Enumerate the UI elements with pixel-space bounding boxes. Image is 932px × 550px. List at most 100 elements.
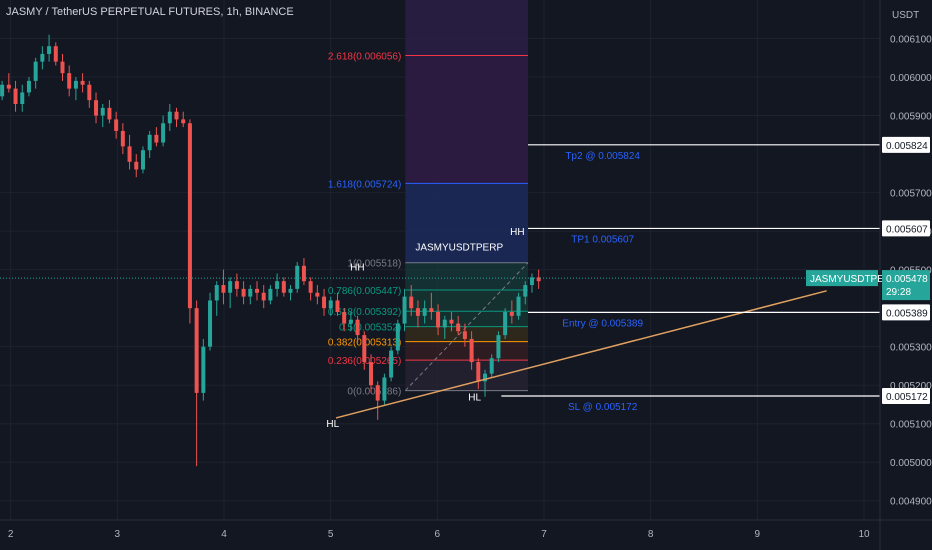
candle-body bbox=[33, 61, 38, 81]
symbol-tag bbox=[806, 270, 878, 287]
fib-box-label: JASMYUSDTPERP bbox=[415, 243, 503, 254]
candle-body bbox=[47, 46, 52, 54]
candle-body bbox=[409, 296, 414, 309]
candle-body bbox=[328, 300, 333, 309]
fib-level-label: 2.618(0.006056) bbox=[328, 51, 401, 62]
candle-body bbox=[134, 161, 139, 170]
candle-body bbox=[335, 300, 340, 312]
candle-body bbox=[181, 119, 186, 124]
x-tick-label: 5 bbox=[328, 529, 334, 540]
x-tick-label: 9 bbox=[755, 529, 761, 540]
swing-label: HL bbox=[326, 419, 339, 430]
y-tick-label: 0.005200 bbox=[890, 381, 932, 392]
time-axis-bg bbox=[0, 520, 932, 550]
candle-body bbox=[26, 80, 31, 93]
candle-body bbox=[382, 377, 387, 401]
candle-body bbox=[355, 319, 360, 336]
fib-diagonal bbox=[404, 262, 529, 391]
chart-title: JASMY / TetherUS PERPETUAL FUTURES, 1h, … bbox=[6, 6, 294, 18]
candle-body bbox=[516, 296, 521, 316]
candle-body bbox=[295, 265, 300, 289]
y-tick-label: 0.006100 bbox=[890, 35, 932, 46]
candle-body bbox=[208, 300, 213, 347]
candle-body bbox=[261, 292, 266, 301]
countdown-label: 29:28 bbox=[886, 287, 911, 298]
drawing-lines[interactable] bbox=[0, 144, 880, 419]
candles bbox=[0, 34, 541, 467]
candle-body bbox=[402, 296, 407, 324]
price-axis-labels: 0.005824 0.005607 0.005389 0.005172 JASMYUSD… bbox=[806, 136, 930, 404]
x-tick-label: 4 bbox=[221, 529, 227, 540]
level-price-label: 0.005389 bbox=[886, 308, 928, 319]
candle-body bbox=[483, 373, 488, 382]
x-tick-label: 7 bbox=[541, 529, 547, 540]
candle-body bbox=[348, 319, 353, 324]
swing-label: HL bbox=[468, 393, 481, 404]
candle-body bbox=[167, 111, 172, 124]
x-tick-label: 2 bbox=[8, 529, 14, 540]
level-price-tag bbox=[882, 304, 930, 321]
candle-body bbox=[375, 385, 380, 401]
candle-body bbox=[161, 123, 166, 143]
candle-body bbox=[362, 335, 367, 363]
y-tick-label: 0.005100 bbox=[890, 420, 932, 431]
candle-body bbox=[53, 46, 58, 62]
fib-zone-mid bbox=[405, 183, 528, 263]
candle-body bbox=[342, 312, 347, 324]
level-note: SL @ 0.005172 bbox=[568, 402, 638, 413]
fib-level-label: 1.618(0.005724) bbox=[328, 179, 401, 190]
candle-body bbox=[248, 288, 253, 297]
candle-body bbox=[40, 53, 45, 62]
candle-body bbox=[6, 84, 11, 89]
symbol-tag-label: JASMYUSDTPERP bbox=[810, 274, 898, 285]
y-tick-label: 0.004900 bbox=[890, 497, 932, 508]
candle-body bbox=[496, 335, 501, 359]
swing-label: HH bbox=[510, 227, 524, 238]
candle-body bbox=[476, 362, 481, 382]
fib-zone bbox=[405, 290, 528, 312]
candle-body bbox=[0, 84, 5, 97]
candle-body bbox=[436, 312, 441, 328]
fib-level-label: 0.5(0.005352) bbox=[339, 323, 401, 334]
level-price-tag bbox=[882, 136, 930, 153]
candle-body bbox=[529, 277, 534, 286]
x-tick-label: 8 bbox=[648, 529, 654, 540]
candle-body bbox=[87, 84, 92, 101]
candle-body bbox=[489, 358, 494, 374]
fib-zone bbox=[405, 262, 528, 291]
x-tick-label: 6 bbox=[435, 529, 441, 540]
level-note: Tp2 @ 0.005824 bbox=[565, 151, 640, 162]
candle-body bbox=[268, 288, 273, 301]
candle-body bbox=[114, 119, 119, 131]
level-price-label: 0.005824 bbox=[886, 141, 928, 152]
y-tick-label: 0.005700 bbox=[890, 189, 932, 200]
x-tick-label: 3 bbox=[115, 529, 121, 540]
candle-body bbox=[429, 308, 434, 312]
candle-body bbox=[449, 319, 454, 324]
current-price-tag bbox=[882, 270, 930, 301]
candle-body bbox=[395, 323, 400, 351]
candle-body bbox=[415, 308, 420, 316]
candle-body bbox=[462, 331, 467, 339]
fib-zone bbox=[405, 341, 528, 361]
candle-body bbox=[234, 281, 239, 289]
candle-body bbox=[147, 134, 152, 151]
candle-body bbox=[194, 308, 199, 393]
level-price-tag bbox=[882, 387, 930, 404]
y-tick-label: 0.005300 bbox=[890, 343, 932, 354]
candle-body bbox=[536, 277, 541, 282]
level-note: TP1 0.005607 bbox=[571, 234, 634, 245]
current-price-label: 0.005478 bbox=[886, 274, 928, 285]
fib-zone bbox=[405, 311, 528, 327]
candle-body bbox=[20, 92, 25, 104]
candle-body bbox=[127, 146, 132, 162]
candle-body bbox=[100, 107, 105, 116]
y-tick-label: 0.005000 bbox=[890, 458, 932, 469]
candle-body bbox=[154, 134, 159, 143]
fib-level-label: 1(0.005518) bbox=[347, 259, 401, 270]
candle-body bbox=[241, 288, 246, 297]
y-tick-label: 0.005900 bbox=[890, 112, 932, 123]
candle-body bbox=[107, 107, 112, 120]
